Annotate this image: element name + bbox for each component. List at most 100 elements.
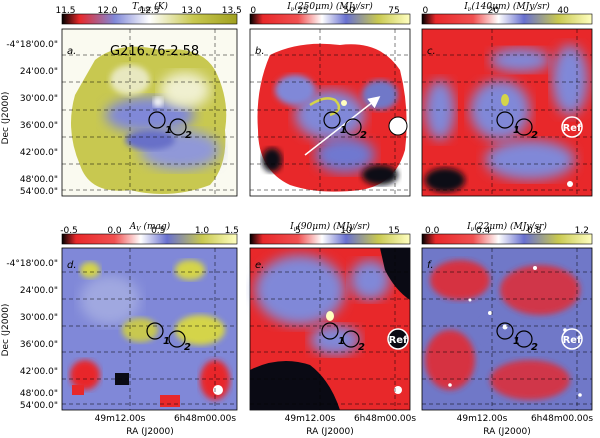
colorbar-tick-b: 50 (343, 6, 355, 16)
svg-text:42'00.0": 42'00.0" (20, 148, 58, 158)
region-circle-2-b (344, 118, 362, 136)
dec-ticks-bottom: -4°18'00.0" 24'00.0" 30'00.0" 36'00.0" 4… (6, 259, 58, 411)
svg-text:1: 1 (163, 336, 170, 347)
panel-f: Iν(22μm) (MJy/sr) 0.0 0.4 0.8 1.2 1 2 Ref f… (421, 221, 593, 411)
panel-label-d: d. (67, 260, 77, 271)
svg-text:24'00.0": 24'00.0" (20, 67, 58, 77)
panel-label-e: e. (255, 260, 264, 271)
grid-c (422, 29, 592, 196)
xlabel-e: RA (J2000) (306, 427, 354, 437)
colorbar-label-c: Iν(140μm) (MJy/sr) (463, 1, 550, 13)
cut-arrow (304, 96, 381, 156)
grid-e (250, 248, 410, 410)
colorbar-ticks-a: 11.5 12.0 12.5 13.0 13.5 (55, 6, 241, 16)
region-circle-1-b (323, 111, 341, 129)
svg-text:30'00.0": 30'00.0" (20, 313, 58, 323)
svg-text:49m12.00s: 49m12.00s (457, 414, 508, 424)
ylabel-bottom: Dec (J2000) (1, 304, 11, 357)
colorbar-tick-e: 15 (388, 226, 399, 236)
svg-text:1: 1 (338, 336, 345, 347)
ref-label-e: Ref (389, 335, 408, 346)
grid-a (62, 29, 237, 196)
xlabel-d: RA (J2000) (126, 427, 174, 437)
region-circle-1-d (146, 322, 164, 340)
panel-b: Iν(250μm) (MJy/sr) 0 25 50 75 1 2 b. (249, 1, 411, 197)
svg-text:2: 2 (360, 130, 367, 141)
panel-label-c: c. (427, 46, 436, 57)
colorbar-label-b: Iν(250μm) (MJy/sr) (286, 1, 373, 13)
colorbar-tick-d: 0.0 (107, 226, 122, 236)
colorbar-tick-e: 5 (295, 226, 301, 236)
svg-text:54'00.0": 54'00.0" (20, 187, 58, 197)
colorbar-tick-a: 13.5 (222, 6, 242, 16)
panel-label-a: a. (67, 46, 76, 57)
svg-text:42'00.0": 42'00.0" (20, 367, 58, 377)
ref-label-c: Ref (563, 123, 582, 134)
colorbar-tick-d: 1.5 (225, 226, 239, 236)
colorbar-f (421, 233, 593, 245)
svg-text:2: 2 (358, 342, 365, 353)
colorbar-tick-c: 0 (423, 6, 429, 16)
svg-text:49m12.00s: 49m12.00s (285, 414, 336, 424)
panel-d: AV (mag) -0.5 0.0 0.5 1.0 1.5 1 2 d. (60, 221, 239, 411)
svg-text:2: 2 (184, 342, 191, 353)
ref-circle-e (387, 328, 409, 350)
panel-e: Iν(90μm) (MJy/sr) 5 10 15 1 2 Ref e. (249, 221, 411, 411)
colorbar-tick-f: 1.2 (575, 226, 589, 236)
svg-text:6h48m00.00s: 6h48m00.00s (531, 414, 593, 424)
colorbar-label-f: Iν(22μm) (MJy/sr) (466, 221, 547, 233)
svg-text:48'00.0": 48'00.0" (20, 175, 58, 185)
svg-text:36'00.0": 36'00.0" (20, 340, 58, 350)
region-circle-1-a (148, 111, 166, 129)
colorbar-tick-b: 0 (250, 6, 256, 16)
ref-circle-c (561, 116, 583, 138)
colorbar-tick-a: 13.0 (181, 6, 201, 16)
colorbar-label-e: Iν(90μm) (MJy/sr) (289, 221, 370, 233)
svg-text:54'00.0": 54'00.0" (20, 401, 58, 411)
svg-text:-4°18'00.0": -4°18'00.0" (6, 40, 58, 50)
colorbar-tick-a: 12.0 (97, 6, 117, 16)
ref-label-f: Ref (563, 335, 582, 346)
colorbar-label-a: Tdust (K) (132, 1, 168, 13)
grid-d (62, 248, 237, 410)
grid-f (422, 248, 592, 410)
colorbar-tick-d: 1.0 (195, 226, 210, 236)
svg-text:49m12.00s: 49m12.00s (95, 414, 146, 424)
region-circle-2-a (169, 118, 187, 136)
colorbar-tick-a: 12.5 (139, 6, 159, 16)
colorbar-tick-a: 11.5 (55, 6, 75, 16)
svg-text:6h48m00.00s: 6h48m00.00s (174, 414, 236, 424)
svg-text:36'00.0": 36'00.0" (20, 121, 58, 131)
svg-text:-4°18'00.0": -4°18'00.0" (6, 259, 58, 269)
svg-text:24'00.0": 24'00.0" (20, 286, 58, 296)
map-image-b (257, 43, 407, 192)
svg-text:2: 2 (531, 342, 538, 353)
panel-label-f: f. (427, 260, 434, 271)
dec-ticks-top: -4°18'00.0" 24'00.0" 30'00.0" 36'00.0" 4… (6, 40, 58, 197)
ra-ticks: 49m12.00s 6h48m00.00s 49m12.00s 6h48m00.… (95, 414, 594, 424)
xlabel-f: RA (J2000) (483, 427, 531, 437)
colorbar-tick-b: 75 (388, 6, 399, 16)
ref-circle-f (561, 328, 583, 350)
region-circle-2-d (168, 330, 186, 348)
ylabel-top: Dec (J2000) (1, 92, 11, 145)
svg-text:6h48m00.00s: 6h48m00.00s (354, 414, 416, 424)
grid-b (250, 29, 410, 196)
colorbar-tick-f: 0.4 (476, 226, 491, 236)
ref-circle-b (388, 116, 408, 136)
colorbar-d (61, 233, 238, 245)
colorbar-tick-c: 40 (557, 6, 569, 16)
colorbar-tick-d: 0.5 (151, 226, 165, 236)
source-name: G216.76-2.58 (110, 44, 199, 59)
map-image-d (70, 260, 230, 407)
svg-text:1: 1 (513, 125, 520, 136)
colorbar-tick-f: 0.0 (425, 226, 440, 236)
svg-text:48'00.0": 48'00.0" (20, 389, 58, 399)
colorbar-b (249, 13, 411, 25)
svg-text:2: 2 (531, 130, 538, 141)
region-circle-2-c (515, 118, 533, 136)
colorbar-tick-e: 10 (340, 226, 352, 236)
region-circle-1-c (496, 111, 514, 129)
region-circle-2-e (342, 330, 360, 348)
